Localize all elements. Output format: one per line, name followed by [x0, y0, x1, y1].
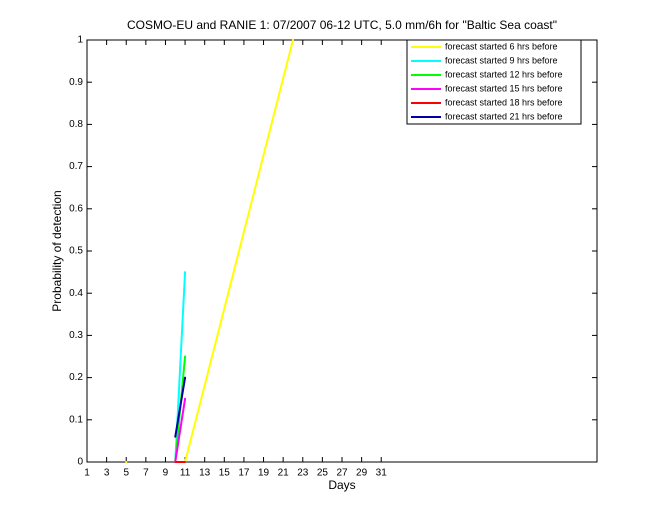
- y-tick-label: 1: [77, 35, 83, 46]
- x-tick-label: 7: [143, 468, 149, 479]
- legend-label: forecast started 21 hrs before: [445, 111, 563, 121]
- legend-label: forecast started 6 hrs before: [445, 41, 558, 51]
- x-tick-label: 29: [356, 468, 368, 479]
- legend-label: forecast started 12 hrs before: [445, 69, 563, 79]
- y-axis-label: Probability of detection: [50, 190, 64, 311]
- series-line: [174, 397, 187, 463]
- y-tick-label: 0: [77, 457, 83, 468]
- y-tick-label: 0.7: [69, 161, 83, 172]
- y-tick-label: 0.2: [69, 372, 83, 383]
- x-axis-label: Days: [328, 478, 355, 492]
- legend-label: forecast started 18 hrs before: [445, 97, 563, 107]
- legend-label: forecast started 9 hrs before: [445, 55, 558, 65]
- x-tick-label: 11: [180, 468, 191, 479]
- y-tick-label: 0.1: [69, 414, 83, 425]
- series-line: [174, 376, 187, 438]
- x-tick-label: 31: [376, 468, 388, 479]
- x-tick-label: 19: [258, 468, 270, 479]
- chart-title: COSMO-EU and RANIE 1: 07/2007 06-12 UTC,…: [127, 18, 557, 32]
- x-tick-label: 23: [297, 468, 309, 479]
- legend-box: [406, 39, 582, 125]
- x-tick-label: 1: [84, 468, 90, 479]
- y-tick-label: 0.4: [69, 288, 83, 299]
- x-tick-label: 3: [104, 468, 110, 479]
- x-tick-label: 25: [317, 468, 329, 479]
- x-tick-label: 13: [199, 468, 211, 479]
- x-tick-label: 17: [238, 468, 250, 479]
- y-tick-label: 0.6: [69, 203, 83, 214]
- y-tick-label: 0.5: [69, 246, 83, 257]
- series-line: [125, 39, 294, 463]
- x-tick-label: 9: [163, 468, 169, 479]
- y-tick-label: 0.3: [69, 330, 83, 341]
- x-tick-label: 15: [219, 468, 231, 479]
- y-tick-label: 0.8: [69, 119, 83, 130]
- x-tick-label: 21: [278, 468, 290, 479]
- y-tick-label: 0.9: [69, 77, 83, 88]
- legend-label: forecast started 15 hrs before: [445, 83, 563, 93]
- x-tick-label: 5: [123, 468, 129, 479]
- x-tick-label: 27: [336, 468, 348, 479]
